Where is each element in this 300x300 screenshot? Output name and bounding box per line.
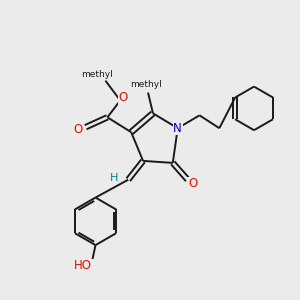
Text: O: O bbox=[73, 123, 82, 136]
Text: N: N bbox=[173, 122, 182, 135]
Text: O: O bbox=[188, 177, 197, 190]
Text: O: O bbox=[118, 91, 128, 104]
Text: methyl: methyl bbox=[130, 80, 162, 89]
Text: methyl: methyl bbox=[82, 70, 113, 79]
Text: HO: HO bbox=[74, 260, 92, 272]
Text: H: H bbox=[110, 173, 118, 183]
